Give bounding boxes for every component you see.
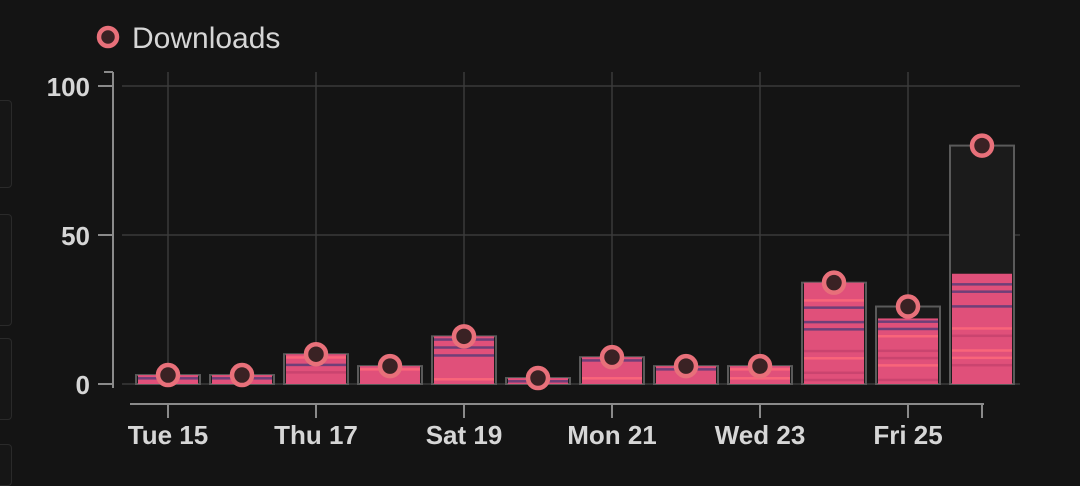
y-tick-label: 50: [61, 221, 90, 251]
y-tick-label: 100: [47, 72, 90, 102]
bar: [878, 318, 938, 384]
bar-stripe: [804, 371, 864, 375]
side-panel-edge: [0, 338, 12, 420]
bar-stripe: [878, 378, 938, 382]
bars: [135, 144, 1015, 386]
axes: 0 50 100 Tue 15 Thu 17 Sat 19 Mon 21 Wed 23 Fri …: [47, 71, 984, 450]
bar-stripe: [804, 306, 864, 309]
value-marker: [969, 133, 995, 158]
bar-stripe: [878, 320, 938, 323]
value-marker: [895, 294, 921, 319]
value-marker: [451, 324, 477, 349]
bar: [952, 273, 1012, 384]
bar-stripe: [804, 378, 864, 382]
bar-stripe: [804, 320, 864, 324]
legend: Downloads: [96, 22, 280, 55]
bar-stripe: [878, 349, 938, 353]
downloads-bar-chart: 0 50 100 Tue 15 Thu 17 Sat 19 Mon 21 Wed 23 Fri …: [47, 22, 1020, 450]
bar-stripe: [582, 377, 642, 380]
value-marker: [155, 362, 181, 388]
bar-stripe: [952, 305, 1012, 308]
bar-stripe: [952, 363, 1012, 367]
value-marker: [377, 353, 403, 379]
x-tick-label: Fri 25: [873, 420, 942, 450]
bar-stripe: [286, 371, 346, 374]
value-marker: [229, 362, 255, 388]
x-tick-label: Mon 21: [567, 420, 657, 450]
bar-stripe: [434, 378, 494, 381]
legend-marker-icon: [96, 25, 120, 49]
bar-stripe: [804, 299, 864, 302]
chart-panel: 0 50 100 Tue 15 Thu 17 Sat 19 Mon 21 Wed 23 Fri …: [0, 22, 1020, 486]
side-panel-edge: [0, 100, 12, 188]
point-markers: [155, 133, 995, 391]
bar: [804, 282, 864, 384]
value-marker: [673, 353, 699, 379]
bar-fill: [804, 282, 864, 384]
bar-stripe: [952, 334, 1012, 338]
value-marker: [303, 341, 329, 367]
bar-stripe: [952, 356, 1012, 360]
x-tick-label: Wed 23: [715, 420, 806, 450]
value-marker: [747, 353, 773, 379]
bar-stripe: [878, 327, 938, 331]
value-marker: [821, 270, 847, 295]
bar-stripe: [878, 356, 938, 360]
bar-stripe: [804, 349, 864, 353]
value-marker: [599, 344, 625, 370]
value-marker: [525, 365, 551, 391]
bar-stripe: [804, 357, 864, 360]
legend-label: Downloads: [132, 22, 280, 55]
side-panel-edge: [0, 214, 12, 326]
bar-stripe: [878, 364, 938, 367]
bar-stripe: [952, 283, 1012, 286]
bar-stripe: [952, 290, 1012, 293]
y-tick-label: 0: [76, 370, 90, 400]
bar-stripe: [878, 335, 938, 338]
bar-stripe: [952, 327, 1012, 330]
bar-stripe: [952, 349, 1012, 352]
x-tick-label: Thu 17: [274, 420, 358, 450]
x-tick-label: Tue 15: [128, 420, 208, 450]
bar-stripe: [434, 354, 494, 357]
bar-stripe: [804, 328, 864, 331]
x-tick-label: Sat 19: [426, 420, 503, 450]
